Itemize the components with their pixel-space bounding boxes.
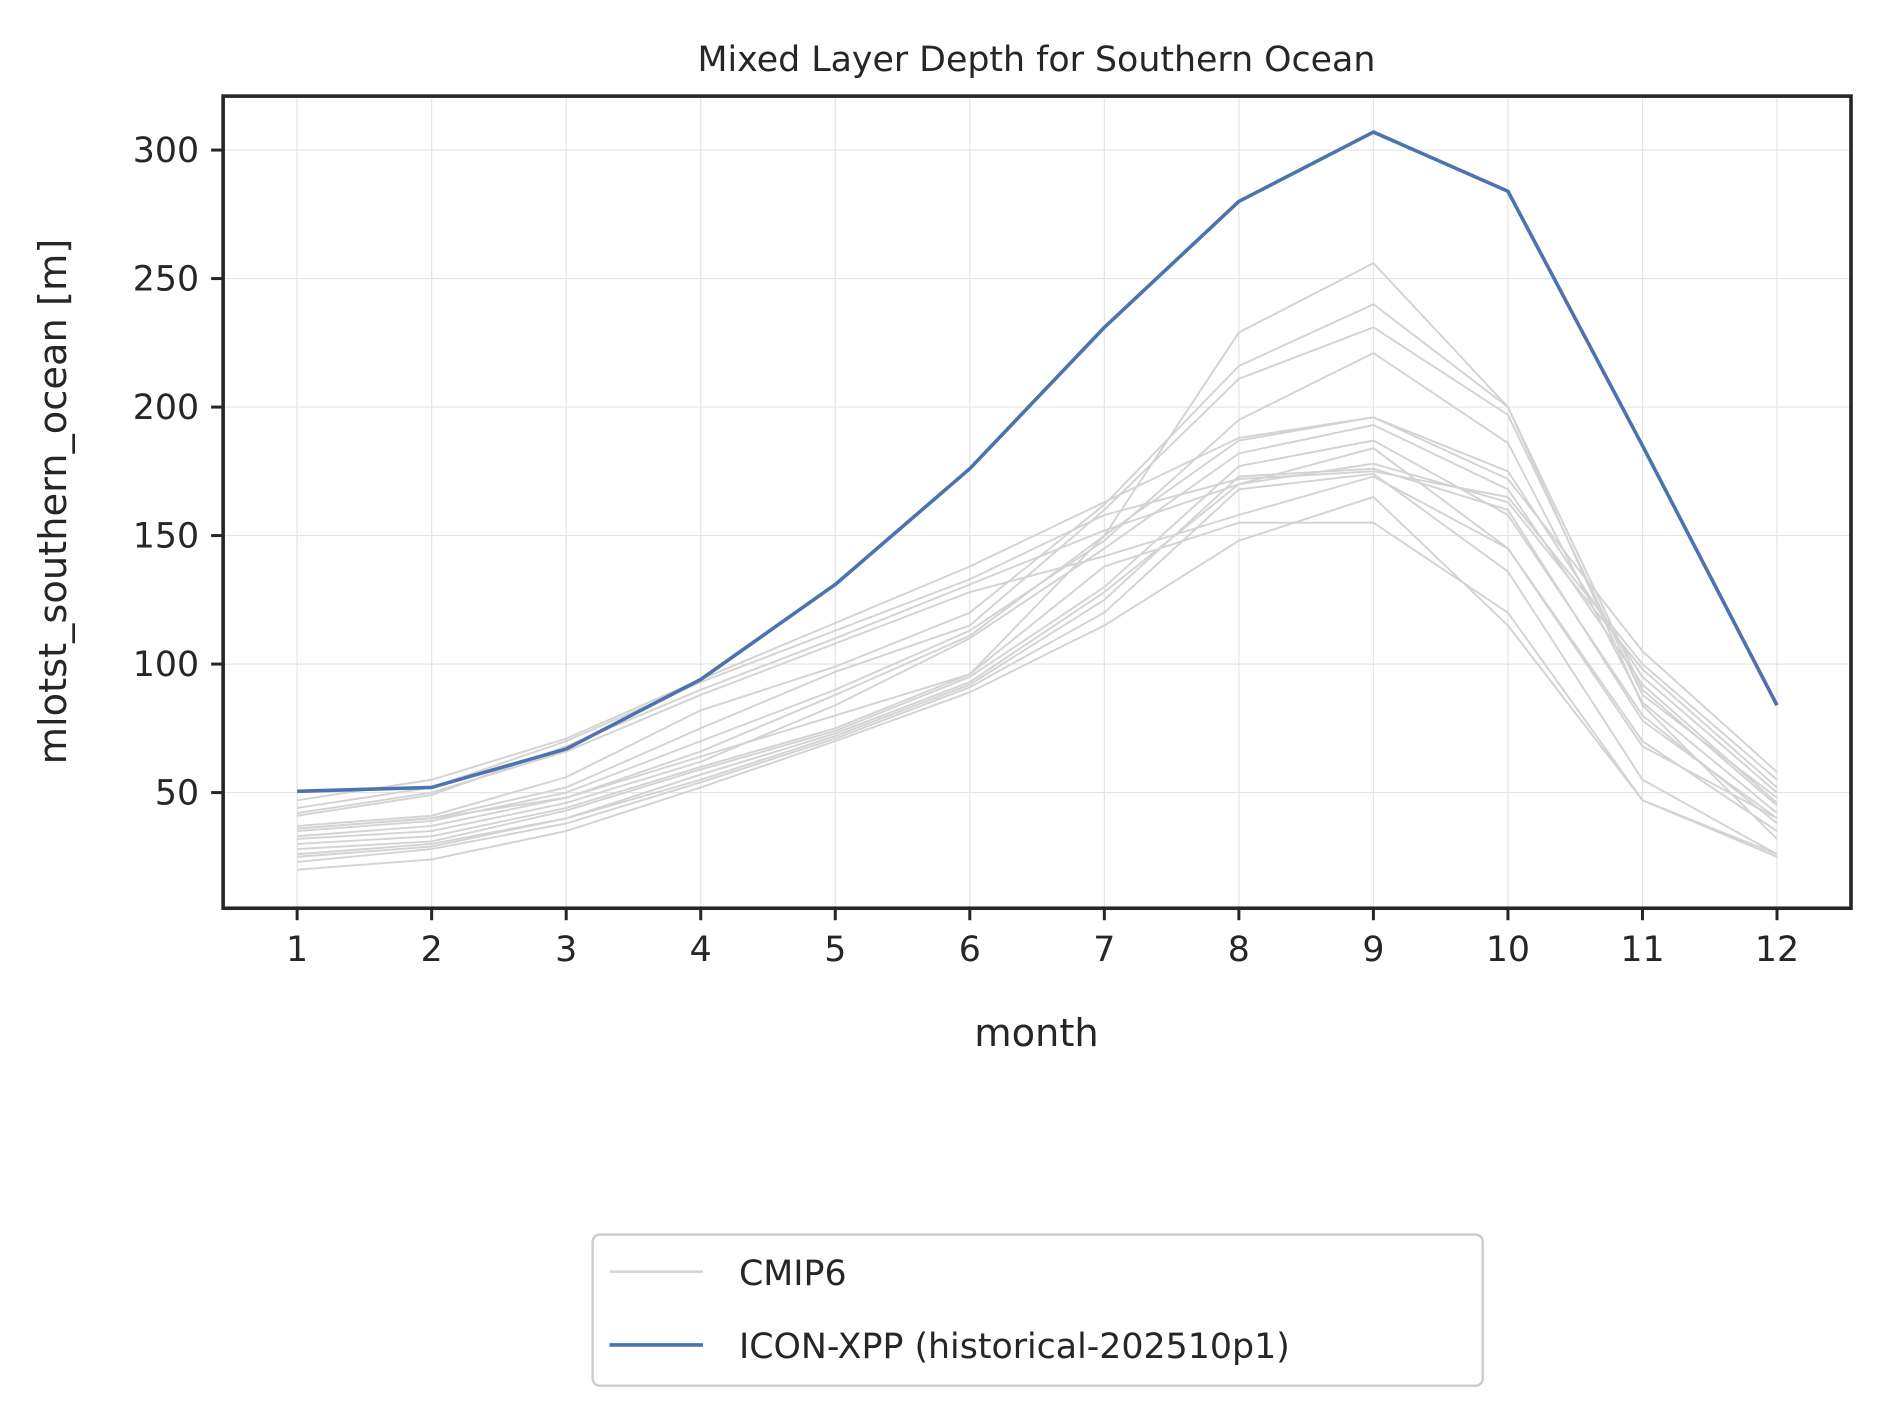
cmip6-member-line [297, 416, 1778, 838]
y-axis-label: mlotst_southern_ocean [m] [31, 239, 76, 765]
icon-xpp-line [297, 130, 1779, 794]
x-tick-label: 6 [959, 930, 981, 970]
y-tick-label: 250 [133, 260, 199, 300]
cmip6-member-line [297, 475, 1778, 820]
x-tick-label: 1 [286, 930, 308, 970]
x-tick-label: 12 [1755, 930, 1799, 970]
x-tick-label: 8 [1228, 930, 1250, 970]
cmip6-member-line [297, 416, 1778, 802]
legend-label-cmip6: CMIP6 [739, 1254, 847, 1294]
x-axis-ticks: 1 2 3 4 5 6 7 8 9 10 11 12 [286, 908, 1799, 970]
cmip6-member-line [297, 424, 1778, 840]
x-tick-label: 2 [421, 930, 443, 970]
plot-frame [221, 94, 1853, 911]
x-tick-label: 5 [824, 930, 846, 970]
x-tick-label: 7 [1093, 930, 1115, 970]
y-tick-label: 100 [133, 645, 199, 685]
grid [223, 96, 1852, 909]
y-tick-label: 50 [155, 774, 199, 814]
y-tick-label: 200 [133, 388, 199, 428]
cmip6-member-line [297, 439, 1778, 851]
cmip6-lines [296, 262, 1778, 871]
x-tick-label: 4 [690, 930, 712, 970]
cmip6-member-line [297, 495, 1778, 871]
y-tick-label: 300 [133, 131, 199, 171]
cmip6-member-line [297, 262, 1778, 840]
cmip6-member-line [297, 303, 1778, 827]
cmip6-member-line [297, 470, 1778, 809]
x-tick-label: 11 [1620, 930, 1664, 970]
legend-label-icon-xpp: ICON-XPP (historical-202510p1) [739, 1327, 1290, 1367]
x-tick-label: 10 [1486, 930, 1530, 970]
x-tick-label: 3 [555, 930, 577, 970]
icon-xpp-series-line [297, 130, 1779, 794]
x-tick-label: 9 [1362, 930, 1384, 970]
cmip6-member-line [297, 521, 1778, 856]
x-axis-label: month [974, 1011, 1099, 1056]
y-axis-ticks: 50 100 150 200 250 300 [133, 131, 224, 814]
cmip6-member-line [297, 326, 1778, 830]
cmip6-member-line [297, 351, 1778, 833]
cmip6-member-line [297, 467, 1778, 858]
legend: CMIP6 ICON-XPP (historical-202510p1) [591, 1233, 1484, 1387]
legend-frame [591, 1233, 1484, 1387]
cmip6-member-line [297, 472, 1778, 863]
chart-title: Mixed Layer Depth for Southern Ocean [698, 40, 1376, 80]
y-tick-label: 150 [133, 517, 199, 557]
